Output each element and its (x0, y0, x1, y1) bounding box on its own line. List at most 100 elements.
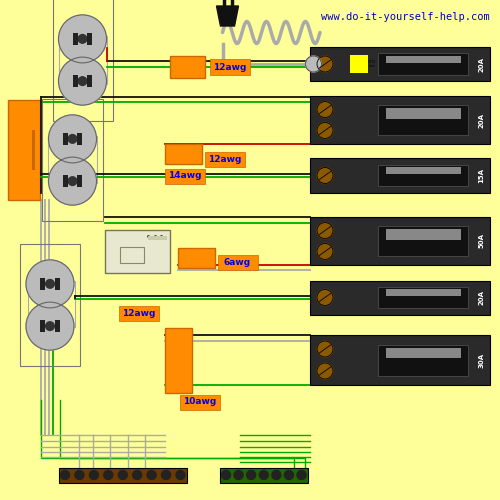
Text: 6awg: 6awg (224, 258, 251, 267)
Circle shape (222, 470, 230, 480)
Bar (220, 468, 308, 482)
Circle shape (78, 77, 87, 86)
Bar (378, 287, 468, 308)
Text: 14awg: 14awg (168, 172, 202, 180)
Bar (378, 54, 468, 74)
Bar (77, 133, 82, 144)
Circle shape (75, 470, 84, 480)
Bar (62, 133, 68, 144)
Bar (386, 167, 461, 174)
Circle shape (68, 177, 77, 186)
Circle shape (317, 122, 333, 138)
Circle shape (48, 115, 96, 163)
Text: 20A: 20A (478, 290, 484, 305)
Bar (28, 281, 75, 327)
Bar (48, 136, 96, 182)
Text: 12awg: 12awg (214, 62, 246, 72)
Bar (205, 152, 245, 166)
Bar (42, 98, 102, 222)
Circle shape (78, 34, 87, 43)
Bar (87, 76, 92, 87)
Bar (40, 320, 46, 332)
Bar (378, 344, 468, 376)
Bar (120, 246, 144, 262)
Circle shape (317, 56, 333, 72)
Bar (148, 236, 167, 240)
Bar (218, 255, 258, 270)
Bar (32, 130, 35, 170)
Bar (378, 165, 468, 186)
Circle shape (90, 470, 98, 480)
Circle shape (317, 102, 333, 117)
Bar (165, 168, 205, 184)
Circle shape (234, 470, 243, 480)
Circle shape (46, 280, 54, 288)
Circle shape (147, 470, 156, 480)
Circle shape (297, 470, 306, 480)
Bar (59, 36, 106, 84)
Circle shape (306, 56, 322, 72)
Circle shape (317, 363, 333, 379)
Bar (54, 320, 60, 332)
Bar (386, 229, 461, 239)
Circle shape (162, 470, 170, 480)
Bar (350, 56, 368, 72)
Polygon shape (216, 6, 238, 26)
Text: 20A: 20A (478, 112, 484, 128)
Bar (54, 278, 60, 289)
Circle shape (272, 470, 281, 480)
Bar (59, 468, 186, 482)
Bar (386, 56, 461, 63)
Bar (40, 278, 46, 289)
Bar (165, 328, 192, 392)
Bar (310, 96, 490, 144)
Text: 15A: 15A (478, 168, 484, 183)
Bar (8, 100, 40, 200)
Text: 12awg: 12awg (208, 154, 242, 164)
Bar (170, 56, 205, 78)
Bar (77, 176, 82, 187)
Bar (72, 76, 78, 87)
Circle shape (259, 470, 268, 480)
Text: 12awg: 12awg (122, 308, 156, 318)
Bar (210, 60, 250, 74)
Bar (386, 348, 461, 358)
Text: 30A: 30A (478, 352, 484, 368)
Circle shape (58, 57, 106, 105)
Circle shape (132, 470, 141, 480)
Circle shape (317, 341, 333, 357)
Bar (310, 217, 490, 264)
Circle shape (317, 222, 333, 238)
Text: 50A: 50A (478, 234, 484, 248)
Bar (165, 144, 202, 164)
Text: GFCI
test: GFCI test (368, 60, 376, 68)
Bar (310, 47, 490, 81)
Bar (52, 0, 112, 122)
Text: 10awg: 10awg (184, 398, 216, 406)
Circle shape (26, 302, 74, 350)
Circle shape (58, 15, 106, 63)
Bar (72, 33, 78, 44)
Circle shape (118, 470, 127, 480)
Bar (310, 158, 490, 192)
Text: 20A: 20A (478, 56, 484, 72)
Bar (180, 394, 220, 409)
Bar (310, 335, 490, 385)
Text: www.do-it-yourself-help.com: www.do-it-yourself-help.com (321, 12, 490, 22)
Bar (105, 230, 170, 272)
Circle shape (46, 322, 54, 330)
Circle shape (246, 470, 256, 480)
Circle shape (26, 260, 74, 308)
Circle shape (48, 157, 96, 205)
Bar (378, 106, 468, 134)
Circle shape (284, 470, 294, 480)
Bar (386, 289, 461, 296)
Bar (310, 280, 490, 314)
Bar (62, 176, 68, 187)
Bar (378, 226, 468, 256)
Circle shape (317, 290, 333, 306)
Bar (386, 108, 461, 118)
Bar (20, 244, 80, 366)
Circle shape (317, 168, 333, 184)
Circle shape (68, 134, 77, 143)
